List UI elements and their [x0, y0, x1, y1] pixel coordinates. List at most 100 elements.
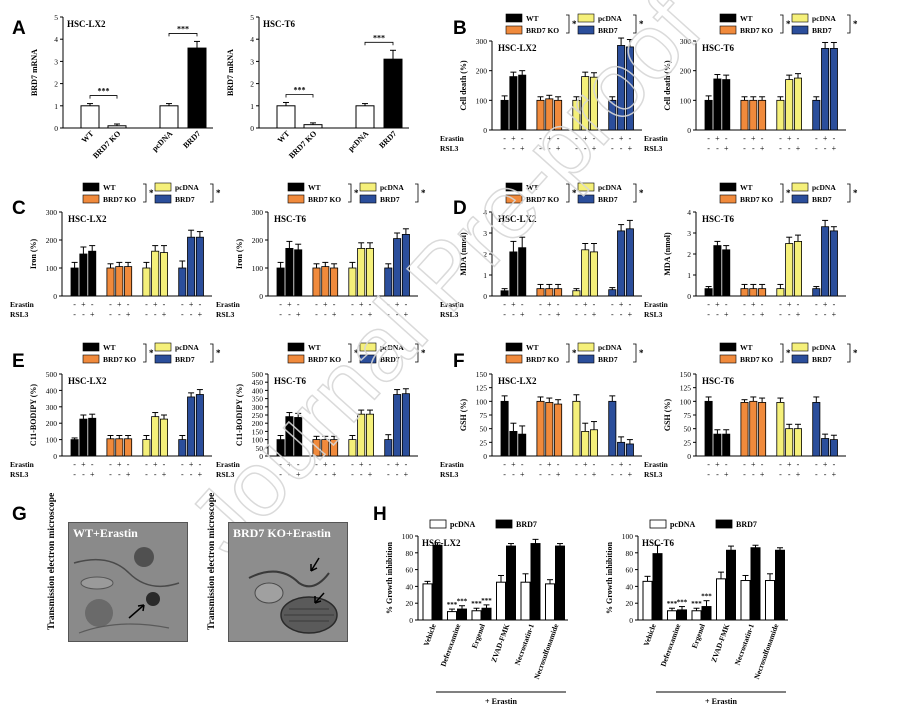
chart-a1-xtick-label: pcDNA: [150, 129, 174, 153]
chart-d1-rsl3-mark: +: [556, 310, 561, 319]
legend-d1-label: pcDNA: [598, 183, 622, 192]
chart-h2-bar: [677, 609, 687, 621]
legend-c1-star: *: [149, 188, 154, 198]
chart-e1-erastin-mark: -: [145, 460, 148, 469]
chart-a1-xtick-label: WT: [80, 129, 96, 145]
legend-d1-star: *: [639, 188, 644, 198]
chart-b2-erastin-mark: +: [823, 134, 828, 143]
chart-h1-ytick-label: 0: [409, 616, 413, 625]
chart-b2-bar: [829, 48, 838, 131]
chart-h1-bar: [471, 610, 482, 621]
chart-b2-rsl3-mark: -: [707, 144, 710, 153]
chart-b2-ylabel: Cell death (%): [663, 60, 672, 111]
chart-d2-rsl3-mark: +: [832, 310, 837, 319]
chart-h2-xtick-label: Deferoxamine: [659, 622, 683, 668]
chart-c1-erastin-mark: +: [153, 300, 158, 309]
chart-a2-bar: [303, 124, 323, 129]
legend-f2-swatch: [719, 354, 737, 364]
chart-f1-bar: [509, 430, 518, 457]
chart-d1-erastin-mark: -: [575, 300, 578, 309]
chart-d2-row-erastin: Erastin: [644, 300, 669, 309]
chart-b2-bar: [794, 77, 803, 131]
chart-h1-ylabel: % Growth inhibition: [385, 542, 394, 614]
chart-f2-bar: [713, 433, 722, 457]
chart-c1-rsl3-mark: -: [145, 310, 148, 319]
chart-a1-ytick-label: 5: [54, 13, 58, 22]
chart-e2-ytick-label: 200: [252, 419, 264, 428]
chart-b2-bar: [758, 99, 767, 131]
chart-c2-rsl3-mark: +: [368, 310, 373, 319]
chart-a2-bar: [355, 105, 375, 129]
chart-f1-bar: [617, 441, 626, 457]
chart-c2-erastin-mark: -: [369, 300, 372, 309]
chart-f1-ytick-label: 75: [480, 411, 488, 420]
chart-h2-xtick-label: Vehicle: [642, 622, 659, 647]
chart-e1-rsl3-mark: -: [154, 470, 157, 479]
chart-d2-ytick-label: 3: [687, 229, 691, 238]
chart-e2-rsl3-mark: +: [368, 470, 373, 479]
chart-f2-bar: [758, 402, 767, 457]
chart-b2-bar: [821, 48, 830, 131]
legend-c2-star: *: [421, 188, 426, 198]
chart-c2-erastin-mark: -: [405, 300, 408, 309]
chart-f2-erastin-mark: -: [707, 460, 710, 469]
chart-a2-ylabel: BRD7 mRNA: [226, 49, 235, 96]
chart-f1-erastin-mark: +: [511, 460, 516, 469]
legend-f2-bracket: [780, 343, 784, 363]
chart-d2-rsl3-mark: -: [743, 310, 746, 319]
chart-h1-ytick-label: 60: [406, 566, 414, 575]
chart-c2-ylabel: Iron (%): [235, 239, 244, 270]
legend-b2-swatch: [791, 25, 809, 35]
chart-e1-rsl3-mark: +: [90, 470, 95, 479]
chart-h1-legend-label: pcDNA: [450, 520, 476, 529]
chart-h1-legend-label: BRD7: [516, 520, 537, 529]
chart-e2-erastin-mark: -: [387, 460, 390, 469]
legend-b2-label: pcDNA: [812, 14, 836, 23]
chart-a2-sig-bracket: [285, 94, 314, 98]
chart-f2-ytick-label: 100: [680, 397, 692, 406]
chart-c1-rsl3-mark: -: [190, 310, 193, 319]
chart-c2-erastin-mark: -: [351, 300, 354, 309]
legend-e2-label: BRD7: [380, 355, 400, 364]
chart-b1-rsl3-mark: +: [592, 144, 597, 153]
chart-a2-sig-label: ***: [294, 85, 306, 94]
chart-f2-erastin-mark: -: [779, 460, 782, 469]
chart-e2-rsl3-mark: -: [396, 470, 399, 479]
chart-d1-title: HSC-LX2: [498, 214, 537, 224]
chart-d2-erastin-mark: -: [743, 300, 746, 309]
chart-d2-rsl3-mark: -: [788, 310, 791, 319]
chart-e1-bar: [187, 396, 196, 457]
chart-f1-bar: [608, 400, 617, 457]
chart-b1-erastin-mark: +: [511, 134, 516, 143]
chart-f2-rsl3-mark: +: [832, 470, 837, 479]
chart-c1-bar: [178, 267, 187, 297]
chart-f1-erastin-mark: -: [521, 460, 524, 469]
chart-f1-bar: [554, 403, 563, 457]
legend-b2-star: *: [853, 19, 858, 29]
chart-e2-erastin-mark: +: [359, 460, 364, 469]
chart-h2-bar: [642, 580, 653, 621]
chart-f2-ytick-label: 25: [684, 438, 692, 447]
chart-f2-rsl3-mark: -: [716, 470, 719, 479]
chart-b1-row-rsl3: RSL3: [440, 144, 459, 153]
chart-b2-bar: [713, 78, 722, 131]
chart-a2-ytick-label: 0: [250, 124, 254, 133]
chart-c1-ytick-label: 300: [46, 208, 58, 217]
chart-b2-rsl3-mark: +: [724, 144, 729, 153]
em-texture-ko: [229, 523, 347, 641]
chart-b2-bar: [785, 79, 794, 131]
chart-f1-erastin-mark: +: [547, 460, 552, 469]
chart-a1-sig-label: ***: [98, 87, 110, 96]
chart-d1-erastin-mark: -: [593, 300, 596, 309]
legend-c2-label: BRD7 KO: [308, 195, 341, 204]
chart-d1-rsl3-mark: -: [503, 310, 506, 319]
chart-a1-ytick-label: 0: [54, 124, 58, 133]
chart-h2-legend-swatch: [715, 519, 733, 529]
chart-d1-rsl3-mark: -: [512, 310, 515, 319]
chart-f2-bar: [821, 438, 830, 457]
chart-e1-rsl3-mark: -: [118, 470, 121, 479]
chart-a1-bar: [187, 47, 207, 129]
legend-c2-label: pcDNA: [380, 183, 404, 192]
chart-f1-rsl3-mark: -: [503, 470, 506, 479]
chart-h1-xtick-label: Ergenol: [470, 623, 487, 650]
